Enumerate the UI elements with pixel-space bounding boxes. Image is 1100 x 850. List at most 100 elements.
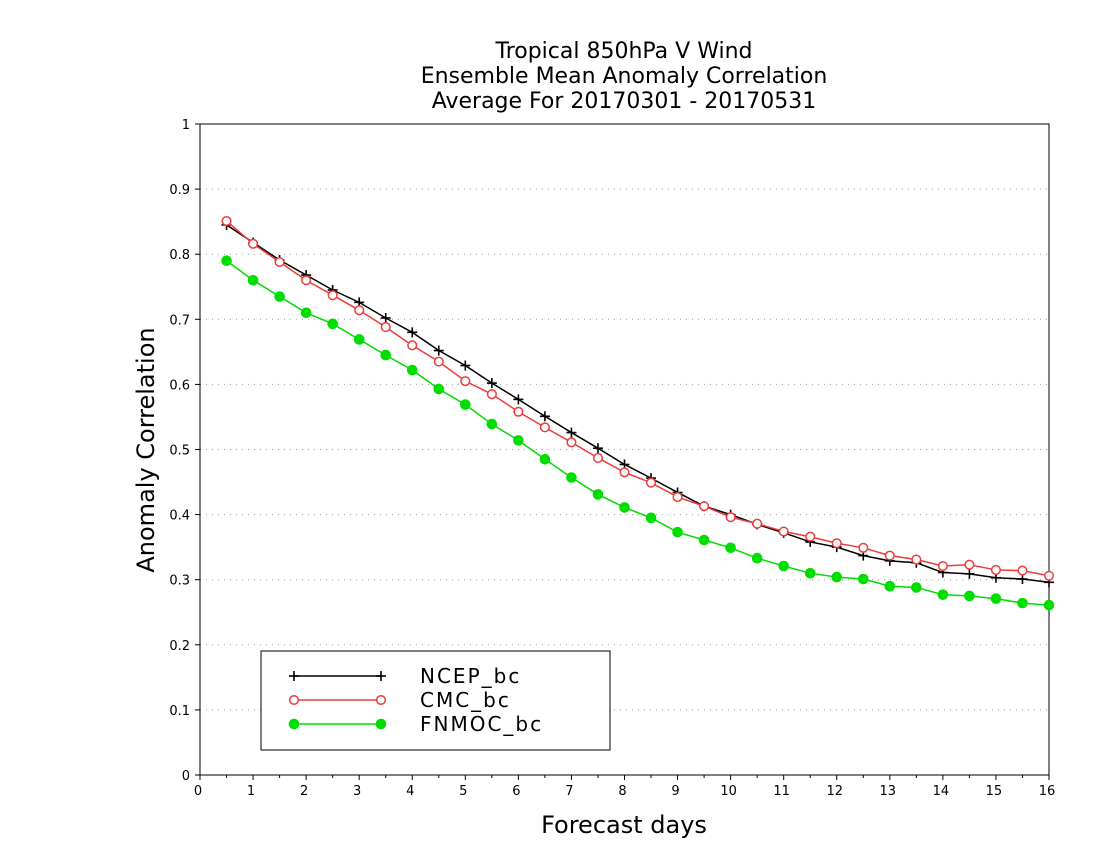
legend-label: CMC_bc [420,688,511,712]
legend-entry-cmc-bc: CMC_bc [288,688,511,712]
x-tick-label: 14 [933,784,950,799]
data-point-fnmoc-bc [937,589,949,600]
y-tick-label: 0.7 [169,313,190,328]
legend-marker [375,718,387,730]
data-point-cmc-bc [672,491,683,503]
y-tick-label: 0.2 [169,639,190,654]
data-point-cmc-bc [380,322,391,333]
x-tick-label: 1 [247,784,255,799]
data-point-cmc-bc [566,437,577,448]
data-point-ncep-bc [539,411,550,422]
data-point-fnmoc-bc [539,453,551,465]
data-point-fnmoc-bc [433,383,445,395]
data-point-cmc-bc [460,376,471,387]
data-series [221,215,1055,611]
y-tick-label: 0.8 [169,248,190,263]
data-point-fnmoc-bc [911,582,922,593]
data-point-cmc-bc [592,452,604,464]
data-point-cmc-bc [354,305,365,316]
data-point-ncep-bc [486,378,497,389]
data-point-fnmoc-bc [353,334,365,345]
data-point-fnmoc-bc [380,349,392,361]
data-point-fnmoc-bc [619,502,630,513]
data-point-fnmoc-bc [751,552,763,564]
data-point-fnmoc-bc [725,542,736,554]
legend-entry-ncep-bc: NCEP_bc [289,664,521,688]
data-point-cmc-bc [752,518,763,529]
x-tick-label: 6 [512,784,520,799]
data-point-cmc-bc [619,467,630,478]
y-tick-label: 0.5 [169,444,190,459]
data-point-cmc-bc [884,550,895,561]
data-point-cmc-bc [513,406,524,417]
data-point-ncep-bc [460,360,471,371]
legend-marker [376,671,386,681]
x-axis-label: Forecast days [541,811,707,839]
x-tick-label: 3 [353,784,361,799]
data-point-fnmoc-bc [592,489,604,500]
data-point-cmc-bc [407,340,418,351]
legend-entry-fnmoc-bc: FNMOC_bc [288,712,541,736]
data-point-cmc-bc [831,538,842,549]
data-point-cmc-bc [274,256,285,268]
data-point-ncep-bc [566,427,577,438]
data-point-cmc-bc [858,542,869,553]
data-point-cmc-bc [725,512,736,523]
y-axis-label: Anomaly Correlation [132,327,160,572]
legend-marker [375,694,387,706]
data-point-fnmoc-bc [300,307,312,319]
data-point-fnmoc-bc [964,590,975,602]
grid-lines [200,188,1049,711]
x-tick-label: 5 [459,784,467,799]
y-tick-label: 1 [182,118,190,133]
x-tick-label: 15 [986,784,1003,799]
data-point-ncep-bc [964,568,975,579]
series-line-ncep-bc [226,224,1050,584]
data-point-cmc-bc [699,501,710,512]
x-tick-label: 11 [773,784,790,799]
data-point-cmc-bc [645,477,657,488]
legend-marker [288,694,300,706]
data-point-cmc-bc [1017,565,1028,576]
data-point-fnmoc-bc [247,274,259,286]
data-point-cmc-bc [433,356,444,367]
legend-marker [288,718,300,730]
data-point-ncep-bc [592,443,603,454]
data-point-fnmoc-bc [645,512,657,524]
chart-title-line: Ensemble Mean Anomaly Correlation [421,64,828,89]
axis-ticks: 0 1 2 3 4 5 6 7 8 9 10 11 12 13 14 15 1600.10.20.30.40.5… [169,118,1055,799]
legend-label: NCEP_bc [420,664,521,688]
data-point-fnmoc-bc [831,571,843,583]
data-point-fnmoc-bc [857,573,869,585]
x-tick-label: 13 [880,784,897,799]
data-point-cmc-bc [805,531,816,542]
data-point-fnmoc-bc [990,593,1002,604]
series-line-fnmoc-bc [226,260,1050,606]
data-point-fnmoc-bc [804,567,816,579]
data-point-cmc-bc [937,560,948,572]
x-tick-label: 7 [565,784,573,799]
data-point-fnmoc-bc [1017,597,1028,609]
x-tick-label: 9 [671,784,679,799]
data-point-fnmoc-bc [884,580,896,592]
data-point-fnmoc-bc [221,255,232,267]
data-point-ncep-bc [433,345,444,356]
series-line-cmc-bc [226,220,1050,577]
legend-marker [289,671,299,681]
data-point-fnmoc-bc [778,560,789,572]
x-tick-label: 8 [618,784,626,799]
chart-title-line: Average For 20170301 - 20170531 [432,89,817,114]
data-point-ncep-bc [1017,574,1028,585]
data-point-fnmoc-bc [1043,599,1055,611]
x-tick-label: 4 [406,784,414,799]
data-point-cmc-bc [221,215,232,227]
data-point-cmc-bc [964,559,975,570]
data-point-fnmoc-bc [566,472,577,483]
y-tick-label: 0.1 [169,704,190,719]
data-point-fnmoc-bc [406,364,418,376]
series-cmc-bc [221,215,1055,581]
y-tick-label: 0.6 [169,378,190,393]
chart-title-line: Tropical 850hPa V Wind [494,39,752,64]
